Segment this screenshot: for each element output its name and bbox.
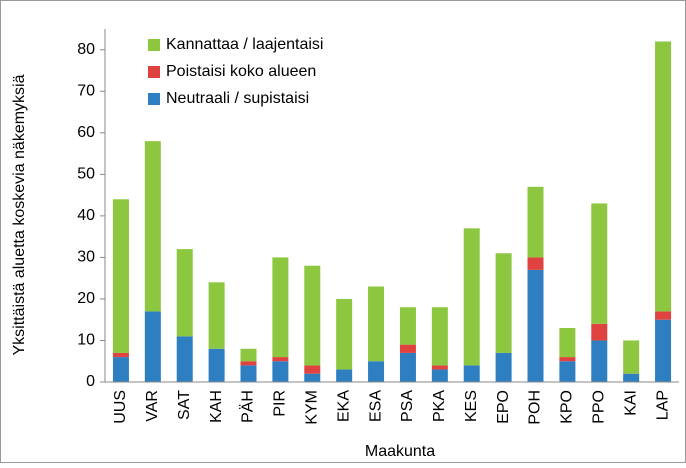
bar-segment xyxy=(304,365,321,374)
bar-segment xyxy=(272,257,289,358)
bar-segment xyxy=(655,319,672,382)
bar-segment xyxy=(336,369,353,382)
bar-segment xyxy=(144,141,161,312)
y-tick-label: 70 xyxy=(77,83,95,100)
x-tick-label: VAR xyxy=(144,390,161,422)
bar-segment xyxy=(272,357,289,362)
legend-swatch xyxy=(148,66,160,78)
bar-segment xyxy=(495,253,512,353)
x-tick-label: PIR xyxy=(272,390,289,417)
x-tick-label: EPO xyxy=(495,390,512,424)
bar-segment xyxy=(176,249,193,337)
bar-segment xyxy=(176,336,193,382)
y-tick-label: 80 xyxy=(77,41,95,58)
y-tick-label: 0 xyxy=(86,373,95,390)
bar-segment xyxy=(495,352,512,382)
y-tick-label: 40 xyxy=(77,207,95,224)
bar-segment xyxy=(399,352,416,382)
x-tick-label: KES xyxy=(463,390,480,422)
bar-segment xyxy=(304,373,321,382)
x-tick-label: EKA xyxy=(335,390,352,422)
bar-segment xyxy=(591,340,608,382)
bar-segment xyxy=(463,365,480,382)
legend-swatch xyxy=(148,93,160,105)
bar-segment xyxy=(559,328,576,358)
bar-segment xyxy=(240,348,257,362)
bar-segment xyxy=(591,203,608,324)
bar-segment xyxy=(623,340,640,374)
bar-segment xyxy=(591,323,608,341)
bar-segment xyxy=(368,361,385,382)
x-tick-label: ESA xyxy=(367,390,384,422)
x-tick-label: LAP xyxy=(654,390,671,420)
x-tick-label: KPO xyxy=(559,390,576,424)
bar-segment xyxy=(144,311,161,382)
bar-segment xyxy=(431,307,448,366)
bar-segment xyxy=(527,269,544,382)
bar-segment xyxy=(240,365,257,382)
x-tick-label: PKA xyxy=(431,390,448,422)
x-tick-label: PSA xyxy=(399,390,416,422)
legend-label: Neutraali / supistaisi xyxy=(166,90,309,107)
bar-segment xyxy=(240,361,257,366)
bar-segment xyxy=(527,186,544,258)
legend-label: Kannattaa / laajentaisi xyxy=(166,36,323,53)
bar-segment xyxy=(527,257,544,270)
x-tick-label: KYM xyxy=(303,390,320,425)
bar-segment xyxy=(431,365,448,370)
bar-segment xyxy=(112,352,129,358)
legend-label: Poistaisi koko alueen xyxy=(166,63,316,80)
x-tick-label: POH xyxy=(527,390,544,425)
bar-segment xyxy=(112,357,129,382)
x-tick-label: PPO xyxy=(590,390,607,424)
x-tick-label: UUS xyxy=(112,390,129,424)
bar-segment xyxy=(623,373,640,382)
x-tick-label: PÄH xyxy=(239,390,257,423)
bar-segment xyxy=(208,282,225,349)
y-tick-label: 30 xyxy=(77,249,95,266)
bar-segment xyxy=(208,348,225,382)
bar-segment xyxy=(336,298,353,370)
x-tick-label: KAH xyxy=(208,390,225,423)
bar-segment xyxy=(559,357,576,362)
y-tick-label: 10 xyxy=(77,332,95,349)
x-axis-title: Maakunta xyxy=(365,443,435,460)
y-tick-label: 20 xyxy=(77,290,95,307)
bar-segment xyxy=(112,199,129,353)
bar-segment xyxy=(304,265,321,366)
bar-segment xyxy=(463,228,480,366)
y-tick-label: 60 xyxy=(77,124,95,141)
bar-segment xyxy=(655,311,672,320)
bar-segment xyxy=(399,344,416,353)
bar-segment xyxy=(368,286,385,362)
y-tick-label: 50 xyxy=(77,166,95,183)
legend-swatch xyxy=(148,39,160,51)
bar-segment xyxy=(559,361,576,382)
bar-segment xyxy=(655,41,672,312)
y-axis-title: Yksittäistä aluetta koskevia näkemyksiä xyxy=(11,74,28,355)
bar-segment xyxy=(431,369,448,382)
bar-segment xyxy=(272,361,289,382)
x-tick-label: KAI xyxy=(622,390,639,416)
bar-segment xyxy=(399,307,416,345)
x-tick-label: SAT xyxy=(176,390,193,420)
